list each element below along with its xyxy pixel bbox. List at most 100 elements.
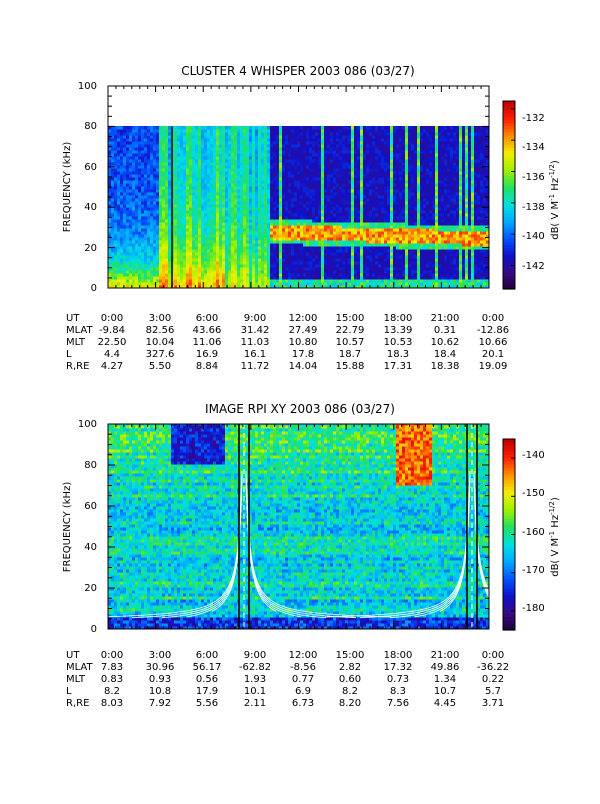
panel1-cell <box>270 252 274 256</box>
panel1-cell <box>312 270 316 274</box>
panel1-cell <box>378 204 382 208</box>
panel1-cell <box>249 231 253 235</box>
panel1-cell <box>168 177 172 181</box>
panel1-cell <box>315 144 319 148</box>
panel1-cell <box>267 195 271 199</box>
panel1-cell <box>270 225 274 229</box>
panel1-cell <box>312 174 316 178</box>
panel1-cell <box>378 258 382 262</box>
panel1-cell <box>354 240 358 244</box>
panel1-cell <box>333 195 337 199</box>
panel1-cell <box>222 243 226 247</box>
panel1-cell <box>357 240 361 244</box>
panel1-cell <box>294 237 298 241</box>
panel1-cell <box>288 282 292 286</box>
panel1-cell <box>135 171 139 175</box>
panel1-cell <box>135 216 139 220</box>
panel1-cell <box>213 129 217 133</box>
panel1-cell <box>153 153 157 157</box>
panel1-cell <box>180 198 184 202</box>
panel1-cell <box>126 240 130 244</box>
panel1-cell <box>270 207 274 211</box>
panel1-cell <box>135 159 139 163</box>
panel1-cell <box>309 255 313 259</box>
panel1-cell <box>120 276 124 280</box>
panel1-cell <box>141 195 145 199</box>
panel1-cell <box>318 246 322 250</box>
panel1-cell <box>147 258 151 262</box>
panel1-cell <box>318 255 322 259</box>
panel1-cell <box>216 267 220 271</box>
panel1-cell <box>168 249 172 253</box>
panel1-cell <box>144 273 148 277</box>
panel1-cell <box>156 228 160 232</box>
panel1-cell <box>192 156 196 160</box>
panel1-cell <box>264 180 268 184</box>
panel1-cell <box>141 246 145 250</box>
panel1-cell <box>324 192 328 196</box>
panel1-cell <box>186 189 190 193</box>
panel1-cell <box>129 141 133 145</box>
panel1-cell <box>150 222 154 226</box>
panel1-cell <box>297 126 301 130</box>
panel1-cell <box>201 243 205 247</box>
panel1-cell <box>189 150 193 154</box>
panel1-cell <box>108 234 112 238</box>
panel1-cell <box>354 201 358 205</box>
panel1-cell <box>303 225 307 229</box>
panel1-cell <box>216 258 220 262</box>
panel1-cell <box>327 180 331 184</box>
panel1-cell <box>381 270 385 274</box>
panel1-cell <box>255 207 259 211</box>
panel1-cell <box>117 126 121 130</box>
panel1-cell <box>219 186 223 190</box>
panel1-cell <box>120 225 124 229</box>
panel1-cell <box>315 150 319 154</box>
panel1-cell <box>270 261 274 265</box>
panel1-cell <box>324 198 328 202</box>
panel1-cell <box>201 270 205 274</box>
panel1-cell <box>183 213 187 217</box>
panel1-cell <box>156 213 160 217</box>
panel1-cell <box>180 165 184 169</box>
panel1-cell <box>258 186 262 190</box>
panel1-cell <box>126 159 130 163</box>
panel1-cell <box>339 282 343 286</box>
panel1-cell <box>312 267 316 271</box>
panel1-cell <box>156 147 160 151</box>
panel1-cell <box>339 171 343 175</box>
panel1-cell <box>255 273 259 277</box>
panel1-cell <box>201 132 205 136</box>
panel1-cell <box>264 261 268 265</box>
panel1-cell <box>246 270 250 274</box>
panel1-cell <box>306 231 310 235</box>
panel1-cell <box>165 144 169 148</box>
panel1-cell <box>129 195 133 199</box>
panel1-cell <box>255 174 259 178</box>
panel1-cell <box>192 180 196 184</box>
panel1-cell <box>264 228 268 232</box>
panel1-cell <box>342 276 346 280</box>
panel1-cell <box>342 222 346 226</box>
panel1-cell <box>174 246 178 250</box>
panel1-cell <box>324 141 328 145</box>
panel1-cell <box>192 165 196 169</box>
panel1-cell <box>372 144 376 148</box>
panel1-cell <box>246 186 250 190</box>
panel1-cell <box>216 180 220 184</box>
panel1-cell <box>309 153 313 157</box>
panel1-cell <box>138 216 142 220</box>
panel1-cell <box>222 138 226 142</box>
panel1-cell <box>378 240 382 244</box>
panel1-cell <box>135 192 139 196</box>
panel1-cell <box>210 126 214 130</box>
panel1-cell <box>159 129 163 133</box>
panel1-cell <box>375 141 379 145</box>
panel1-cell <box>258 153 262 157</box>
panel1-cell <box>366 282 370 286</box>
panel1-cell <box>165 264 169 268</box>
panel1-cell <box>231 153 235 157</box>
panel1-cell <box>312 192 316 196</box>
panel1-cell <box>369 174 373 178</box>
panel1-cell <box>351 228 355 232</box>
